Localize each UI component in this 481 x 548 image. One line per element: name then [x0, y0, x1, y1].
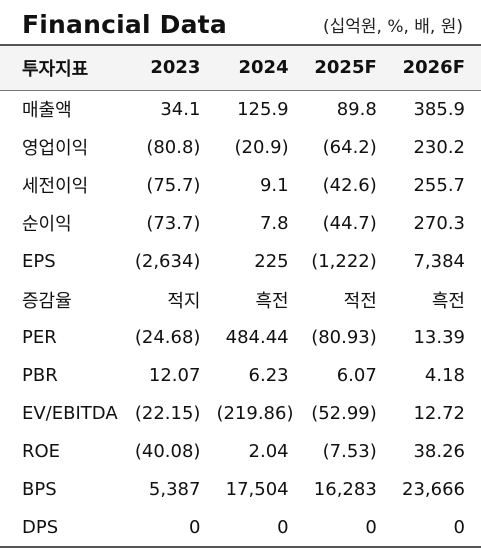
row-label: 세전이익	[22, 176, 89, 198]
table-cell: (73.7)	[146, 212, 201, 234]
unit-note: (십억원, %, 배, 원)	[322, 16, 463, 37]
row-label: PER	[22, 327, 57, 349]
table-cell: 2.04	[248, 441, 289, 463]
row-label: EPS	[22, 250, 56, 272]
table-cell: (7.53)	[322, 441, 377, 463]
table-cell: (20.9)	[234, 136, 289, 158]
table-cell: 230.2	[413, 136, 465, 158]
table-cell: (80.93)	[311, 327, 377, 349]
table-cell: 17,504	[225, 479, 289, 501]
header-metric: 투자지표	[0, 44, 129, 91]
table-cell: 6.23	[248, 365, 289, 387]
header-row: 투자지표 2023 2024 2025F 2026F	[0, 44, 481, 91]
row-label: 매출액	[22, 100, 72, 122]
financial-table: 투자지표 2023 2024 2025F 2026F 매출액 34.1 125.9 8…	[0, 44, 481, 548]
table-title: Financial Data	[22, 9, 227, 39]
table-row: PBR 12.07 6.23 6.07 4.18	[0, 357, 481, 395]
table-cell: (80.8)	[146, 136, 201, 158]
table-cell: 484.44	[225, 327, 289, 349]
table-cell: 16,283	[313, 479, 377, 501]
table-row: 영업이익 (80.8) (20.9) (64.2) 230.2	[0, 128, 481, 166]
table-body: 매출액 34.1 125.9 89.8 385.9 영업이익 (80.8) (20.9) (64…	[0, 90, 481, 548]
row-label: 순이익	[22, 214, 72, 236]
table-row: 순이익 (73.7) 7.8 (44.7) 270.3	[0, 204, 481, 242]
table-row: PER (24.68) 484.44 (80.93) 13.39	[0, 319, 481, 357]
table-cell: (52.99)	[311, 403, 377, 425]
table-cell: 13.39	[413, 327, 465, 349]
table-cell: (40.08)	[134, 441, 201, 463]
table-cell: 7,384	[413, 250, 465, 272]
table-cell: (219.86)	[216, 403, 294, 425]
table-row: EPS (2,634) 225 (1,222) 7,384	[0, 242, 481, 280]
table-cell: 12.07	[148, 365, 201, 387]
table-cell: 9.1	[259, 174, 289, 196]
row-label: ROE	[22, 441, 61, 463]
row-label: EV/EBITDA	[22, 403, 118, 425]
table-cell: 12.72	[413, 403, 465, 425]
table-row: 세전이익 (75.7) 9.1 (42.6) 255.7	[0, 166, 481, 204]
row-label: PBR	[22, 365, 58, 387]
table-cell: 0	[128, 509, 217, 548]
table-row: DPS 0 0 0 0	[0, 509, 481, 548]
table-row: 매출액 34.1 125.9 89.8 385.9	[0, 90, 481, 128]
table-cell: 125.9	[237, 98, 289, 120]
table-row: ROE (40.08) 2.04 (7.53) 38.26	[0, 433, 481, 471]
table-cell: 0	[304, 509, 393, 548]
table-cell: 5,387	[148, 479, 201, 501]
table-header: 투자지표 2023 2024 2025F 2026F	[0, 44, 481, 91]
table-cell: 0	[392, 509, 481, 548]
table-cell: (42.6)	[322, 174, 377, 196]
header-2023: 2023	[128, 44, 217, 91]
table-cell: (24.68)	[134, 327, 201, 349]
table-cell: 23,666	[402, 479, 465, 501]
table-cell: 34.1	[160, 98, 201, 120]
title-row: Financial Data (십억원, %, 배, 원)	[22, 6, 463, 42]
table-cell: (22.15)	[134, 403, 201, 425]
row-label: DPS	[0, 509, 129, 548]
header-2025f: 2025F	[304, 44, 393, 91]
row-label: 증감율	[22, 290, 72, 312]
table-cell: 적지	[167, 290, 201, 312]
table-row: EV/EBITDA (22.15) (219.86) (52.99) 12.72	[0, 395, 481, 433]
table-cell: 흑전	[431, 290, 465, 312]
table-cell: 385.9	[413, 98, 465, 120]
header-2026f: 2026F	[392, 44, 481, 91]
table-cell: 적전	[343, 290, 377, 312]
table-cell: 255.7	[413, 174, 465, 196]
table-cell: 38.26	[413, 441, 465, 463]
table-cell: 270.3	[413, 212, 465, 234]
table-cell: 225	[254, 250, 289, 272]
table-cell: (2,634)	[134, 250, 201, 272]
table-cell: 6.07	[336, 365, 377, 387]
table-cell: (44.7)	[322, 212, 377, 234]
row-label: BPS	[22, 479, 57, 501]
table-row: 증감율 적지 흑전 적전 흑전	[0, 280, 481, 318]
table-row: BPS 5,387 17,504 16,283 23,666	[0, 471, 481, 509]
row-label: 영업이익	[22, 138, 89, 160]
table-cell: (75.7)	[146, 174, 201, 196]
table-cell: 4.18	[424, 365, 465, 387]
table-cell: 7.8	[259, 212, 289, 234]
table-cell: (64.2)	[322, 136, 377, 158]
table-cell: 0	[216, 509, 305, 548]
header-2024: 2024	[216, 44, 305, 91]
table-cell: 89.8	[336, 98, 377, 120]
table-cell: (1,222)	[311, 250, 377, 272]
table-cell: 흑전	[255, 290, 289, 312]
